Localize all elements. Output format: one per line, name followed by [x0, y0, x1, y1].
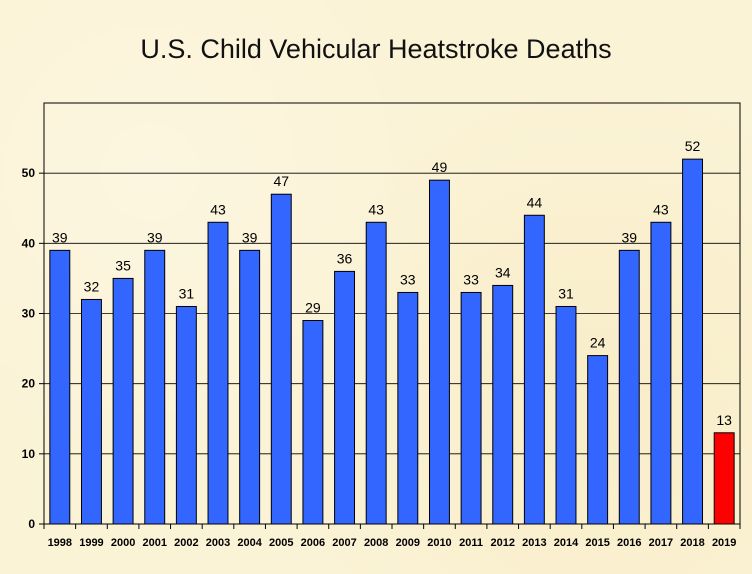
- axes: [39, 102, 741, 529]
- bar-2016: [618, 249, 640, 525]
- x-tick-label-2015: 2015: [585, 537, 609, 549]
- bar-2007: [334, 270, 356, 525]
- data-label-2014: 31: [558, 285, 574, 301]
- bar-2006: [302, 320, 324, 525]
- x-tick-label-2016: 2016: [617, 537, 641, 549]
- x-tick-label-2019: 2019: [712, 537, 736, 549]
- x-tick-label-2001: 2001: [142, 537, 166, 549]
- chart-title: U.S. Child Vehicular Heatstroke Deaths: [140, 34, 612, 64]
- y-tick-label: 0: [28, 517, 35, 531]
- x-tick-label-2011: 2011: [459, 537, 483, 549]
- y-tick-label: 50: [22, 166, 36, 180]
- x-tick-label-2018: 2018: [680, 537, 704, 549]
- bar-2017: [650, 221, 672, 525]
- bar-1998: [49, 249, 71, 525]
- bar-2004: [239, 249, 261, 525]
- x-tick-label-2008: 2008: [364, 537, 388, 549]
- data-label-2008: 43: [368, 201, 384, 217]
- data-label-2001: 39: [147, 229, 163, 245]
- x-tick-label-2002: 2002: [174, 537, 198, 549]
- bar-2019: [713, 432, 735, 525]
- data-label-2019: 13: [716, 412, 732, 428]
- x-tick-label-2009: 2009: [396, 537, 420, 549]
- data-label-2017: 43: [653, 201, 669, 217]
- x-tick-label-2000: 2000: [111, 537, 135, 549]
- data-label-2011: 33: [463, 271, 479, 287]
- x-tick-label-2005: 2005: [269, 537, 293, 549]
- x-tick-label-2003: 2003: [206, 537, 230, 549]
- bar-2005: [270, 193, 292, 525]
- data-label-2013: 44: [527, 194, 543, 210]
- data-label-2006: 29: [305, 300, 321, 316]
- data-label-2000: 35: [115, 257, 131, 273]
- bar-2009: [397, 291, 419, 525]
- bar-2014: [555, 305, 577, 525]
- x-tick-label-2012: 2012: [490, 537, 514, 549]
- data-label-2016: 39: [621, 229, 637, 245]
- bar-2010: [428, 179, 450, 525]
- x-tick-label-2017: 2017: [649, 537, 673, 549]
- data-label-2015: 24: [590, 335, 606, 351]
- bar-2011: [460, 291, 482, 525]
- data-label-2018: 52: [685, 138, 701, 154]
- bar-2012: [492, 284, 514, 525]
- data-label-2012: 34: [495, 264, 511, 280]
- data-label-1998: 39: [52, 229, 68, 245]
- bar-2015: [587, 355, 609, 525]
- bar-1999: [80, 298, 102, 525]
- labels: 0 10 20 30 40 50 39 1998 32 1999 35 2000 39 2001 31 200…: [22, 138, 737, 549]
- data-label-2010: 49: [432, 159, 448, 175]
- data-label-2002: 31: [179, 285, 195, 301]
- bar-2018: [682, 158, 704, 525]
- x-tick-label-2010: 2010: [427, 537, 451, 549]
- data-label-2004: 39: [242, 229, 258, 245]
- x-tick-label-2013: 2013: [522, 537, 546, 549]
- y-tick-label: 30: [22, 307, 36, 321]
- bar-2000: [112, 277, 134, 525]
- bar-2008: [365, 221, 387, 525]
- bar-2002: [175, 305, 197, 525]
- y-tick-label: 10: [22, 447, 36, 461]
- bar-2003: [207, 221, 229, 525]
- x-tick-label-2007: 2007: [332, 537, 356, 549]
- data-label-2009: 33: [400, 271, 416, 287]
- x-tick-label-1999: 1999: [79, 537, 103, 549]
- x-tick-label-2006: 2006: [301, 537, 325, 549]
- bars: [49, 158, 735, 525]
- data-label-1999: 32: [84, 278, 100, 294]
- x-tick-label-2014: 2014: [554, 537, 579, 549]
- x-tick-label-1998: 1998: [48, 537, 72, 549]
- data-label-2003: 43: [210, 201, 226, 217]
- x-tick-label-2004: 2004: [237, 537, 262, 549]
- bar-2013: [523, 214, 545, 525]
- y-tick-label: 20: [22, 377, 36, 391]
- data-label-2005: 47: [273, 173, 289, 189]
- y-tick-label: 40: [22, 236, 36, 250]
- data-label-2007: 36: [337, 250, 353, 266]
- bar-2001: [144, 249, 166, 525]
